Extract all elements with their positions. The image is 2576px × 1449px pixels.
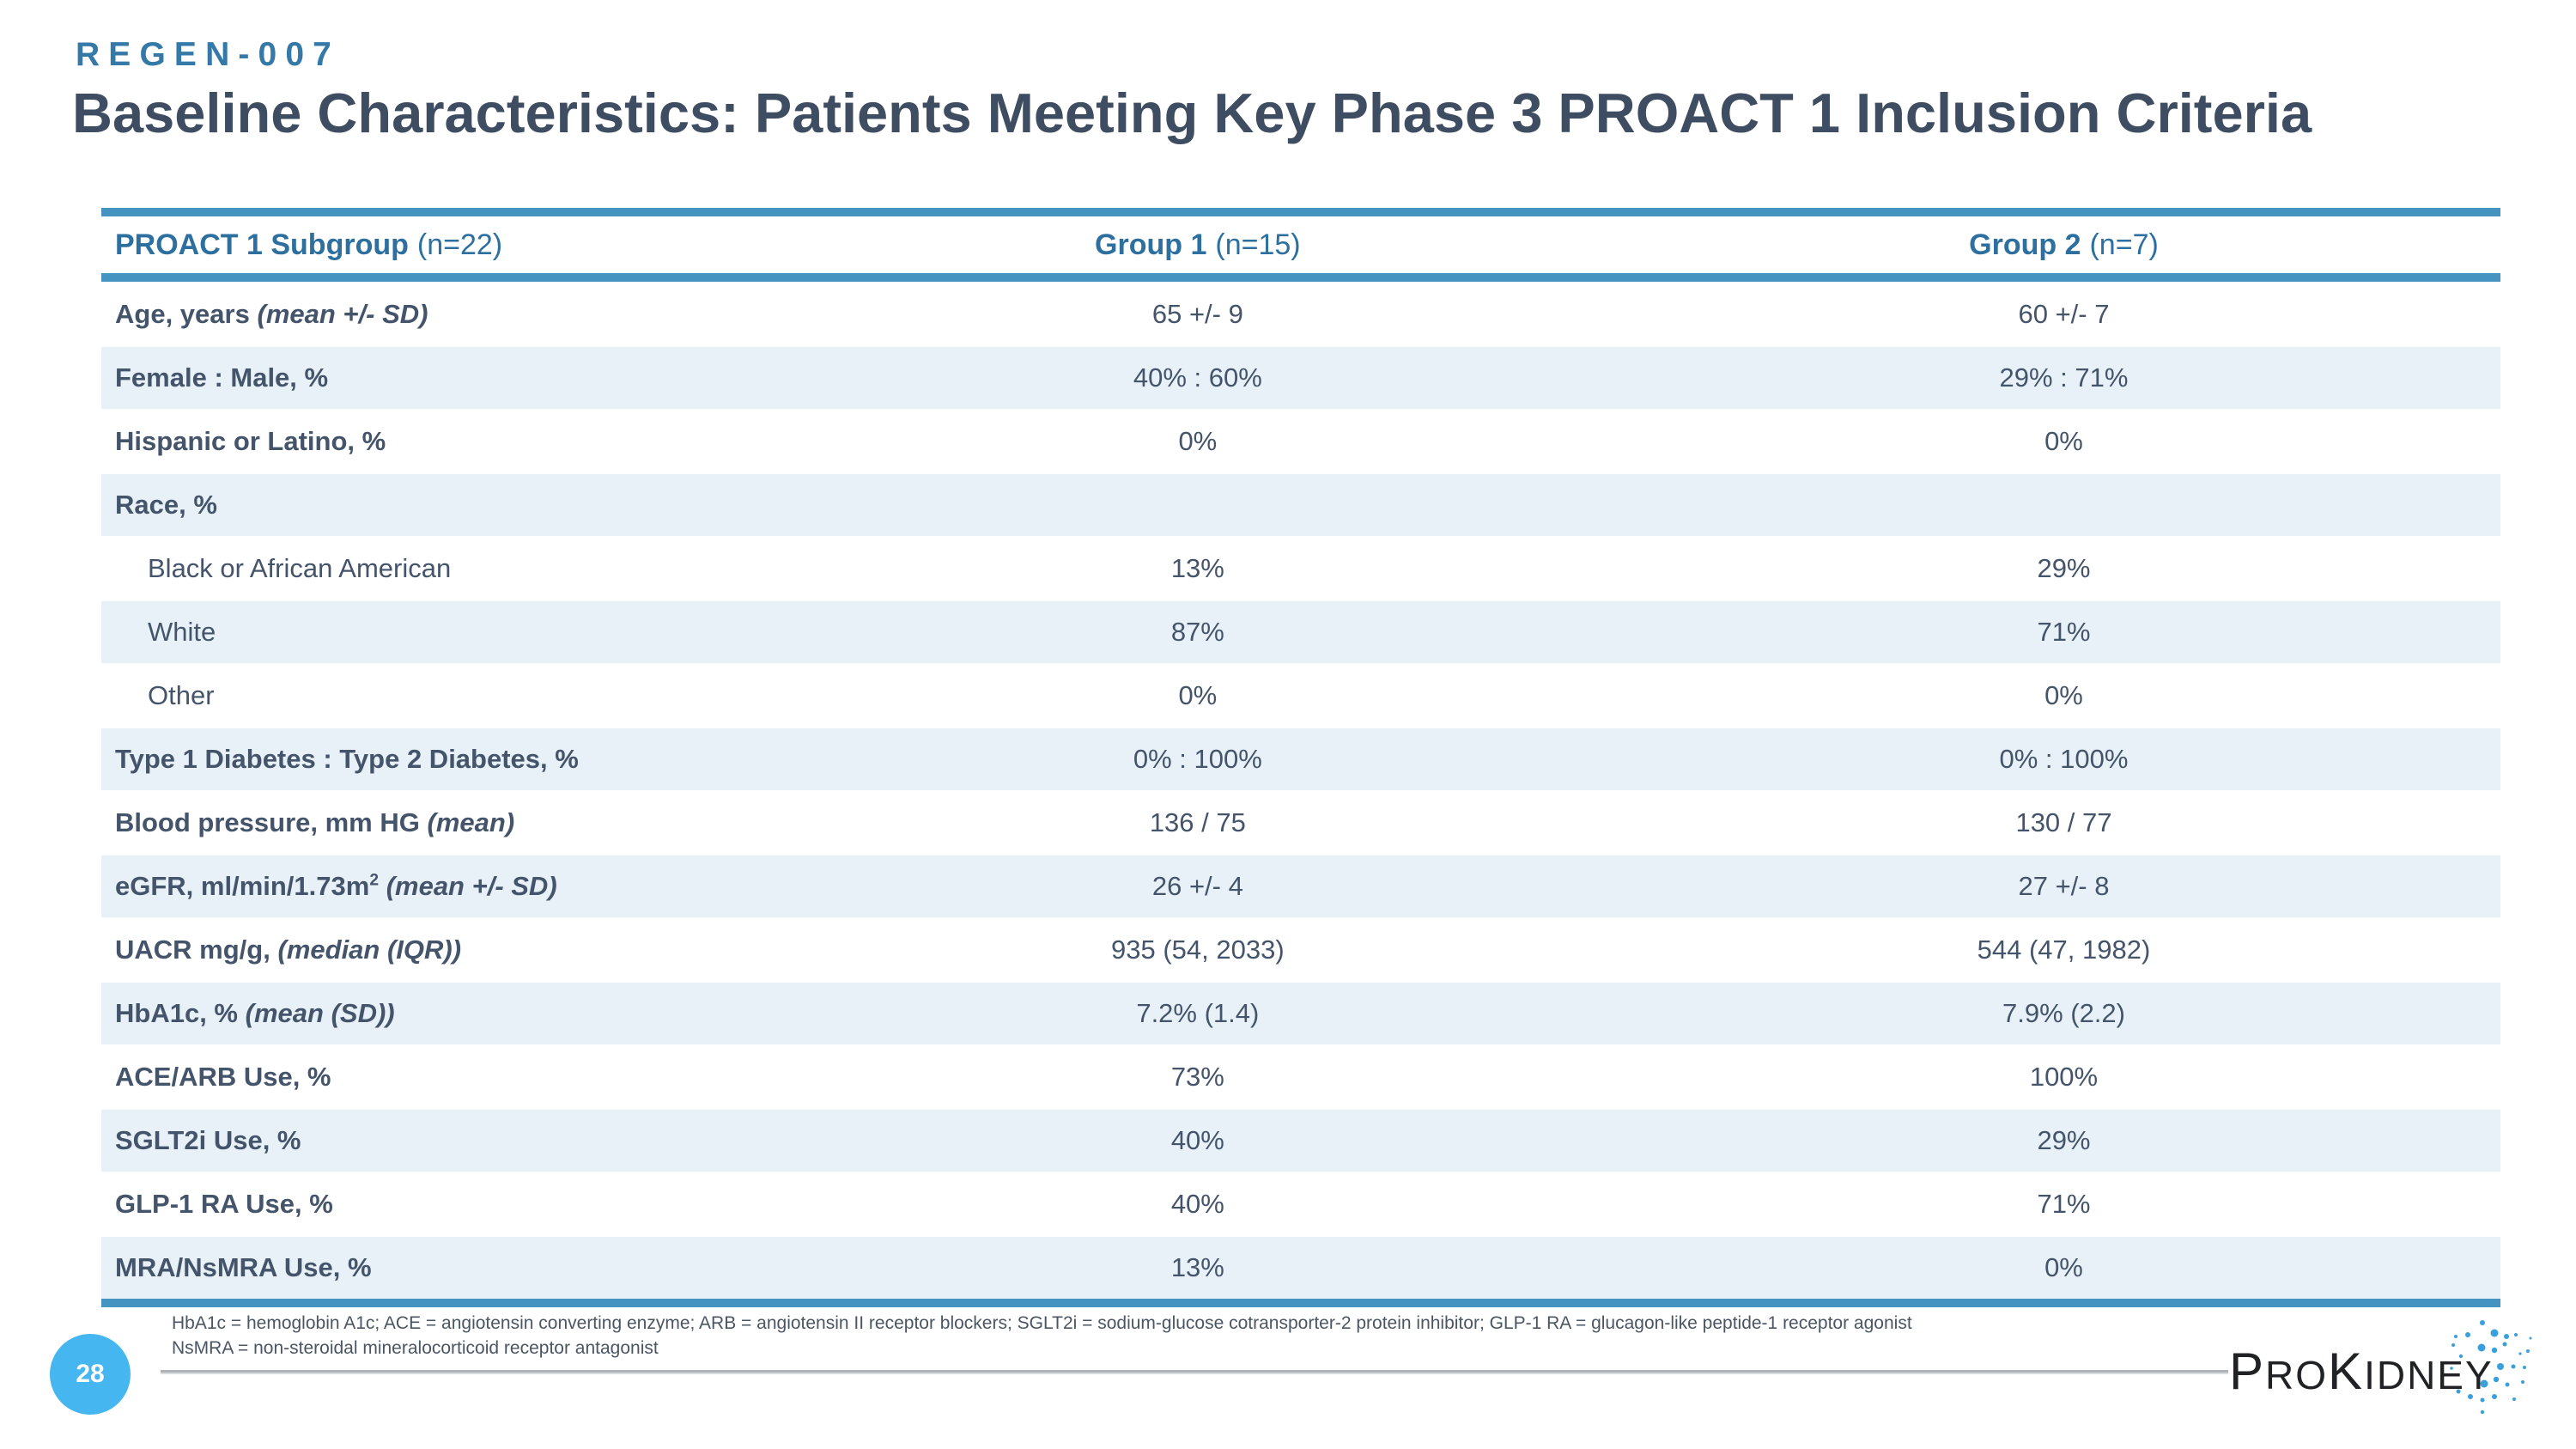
row-label: Type 1 Diabetes : Type 2 Diabetes, %: [115, 744, 579, 774]
footnote-line-1: HbA1c = hemoglobin A1c; ACE = angiotensi…: [172, 1313, 1912, 1333]
group1-value: 73%: [1170, 1062, 1224, 1092]
group1-value: 65 +/- 9: [1151, 299, 1243, 329]
table-row: Other 0% 0%: [101, 663, 2500, 727]
group1-value: 87%: [1170, 617, 1224, 647]
row-label: Age, years (mean +/- SD): [115, 299, 428, 329]
group1-value: 13%: [1170, 553, 1224, 583]
table-row: Age, years (mean +/- SD) 65 +/- 9 60 +/- …: [101, 282, 2500, 345]
row-label: SGLT2i Use, %: [115, 1125, 301, 1155]
table-row: Black or African American 13% 29%: [101, 536, 2500, 600]
group1-value: 40%: [1170, 1125, 1224, 1155]
row-label: Black or African American: [148, 553, 452, 583]
page-title: Baseline Characteristics: Patients Meeti…: [72, 82, 2312, 144]
footnotes: HbA1c = hemoglobin A1c; ACE = angiotensi…: [172, 1311, 1912, 1361]
row-label: Blood pressure, mm HG (mean): [115, 807, 515, 837]
table-row: Blood pressure, mm HG (mean) 136 / 75 130…: [101, 790, 2500, 854]
group2-value: 0%: [2044, 1252, 2083, 1282]
group2-value: 0% : 100%: [1999, 744, 2129, 774]
group1-value: 0%: [1178, 680, 1218, 710]
group1-value: 26 +/- 4: [1151, 871, 1243, 901]
row-label: MRA/NsMRA Use, %: [115, 1252, 372, 1282]
page-number: 28: [76, 1360, 105, 1388]
table-row: Female : Male, % 40% : 60% 29% : 71%: [101, 345, 2500, 409]
group1-value: 40% : 60%: [1133, 362, 1262, 393]
group2-value: 27 +/- 8: [2018, 871, 2110, 901]
table-row: GLP-1 RA Use, % 40% 71%: [101, 1172, 2500, 1235]
group1-value: 7.2% (1.4): [1136, 998, 1260, 1028]
group2-value: 7.9% (2.2): [2002, 998, 2125, 1028]
table-row: HbA1c, % (mean (SD)) 7.2% (1.4) 7.9% (2.2…: [101, 981, 2500, 1044]
table-row: Race, %: [101, 472, 2500, 536]
group2-value: 60 +/- 7: [2018, 299, 2110, 329]
group1-value: 0%: [1178, 426, 1218, 456]
table-row: Hispanic or Latino, % 0% 0%: [101, 409, 2500, 472]
footer-divider: [161, 1370, 2228, 1374]
prokidney-logo-dots-icon: [2450, 1320, 2532, 1415]
group2-value: 71%: [2037, 617, 2091, 647]
baseline-characteristics-table: PROACT 1 Subgroup (n=22) Group 1 (n=15) Gr…: [101, 208, 2500, 1307]
table-row: UACR mg/g, (median (IQR)) 935 (54, 2033) …: [101, 917, 2500, 981]
table-header-row: PROACT 1 Subgroup (n=22) Group 1 (n=15) Gr…: [101, 216, 2500, 282]
group2-value: 544 (47, 1982): [1977, 935, 2151, 965]
table-row: eGFR, ml/min/1.73m2 (mean +/- SD) 26 +/- …: [101, 854, 2500, 917]
group2-value: 0%: [2044, 426, 2083, 456]
group2-value: 29%: [2037, 1125, 2091, 1155]
footnote-line-2: NsMRA = non-steroidal mineralocorticoid …: [172, 1338, 659, 1358]
row-label: Race, %: [115, 490, 217, 520]
group1-value: 136 / 75: [1149, 807, 1246, 837]
group1-value: 935 (54, 2033): [1111, 935, 1285, 965]
group1-value: 13%: [1170, 1252, 1224, 1282]
group2-value: 100%: [2029, 1062, 2099, 1092]
column-header-group1: Group 1 (n=15): [1095, 228, 1301, 261]
group1-value: 0% : 100%: [1133, 744, 1262, 774]
row-label: Other: [148, 680, 215, 710]
prokidney-logo: P RO K IDNEY: [2229, 1342, 2494, 1400]
row-label: UACR mg/g, (median (IQR)): [115, 935, 462, 965]
table-row: ACE/ARB Use, % 73% 100%: [101, 1044, 2500, 1108]
column-header-subgroup: PROACT 1 Subgroup (n=22): [115, 228, 503, 261]
group2-value: 130 / 77: [2015, 807, 2112, 837]
table-row: MRA/NsMRA Use, % 13% 0%: [101, 1235, 2500, 1299]
column-header-group2: Group 2 (n=7): [1969, 228, 2159, 261]
study-code-eyebrow: REGEN-007: [76, 36, 341, 73]
row-label: HbA1c, % (mean (SD)): [115, 998, 395, 1028]
table-row: SGLT2i Use, % 40% 29%: [101, 1108, 2500, 1172]
table-row: White 87% 71%: [101, 600, 2500, 663]
group2-value: 29%: [2037, 553, 2091, 583]
row-label: Female : Male, %: [115, 362, 329, 393]
row-label: White: [148, 617, 216, 647]
group2-value: 0%: [2044, 680, 2083, 710]
row-label: Hispanic or Latino, %: [115, 426, 386, 456]
group1-value: 40%: [1170, 1189, 1224, 1219]
table-row: Type 1 Diabetes : Type 2 Diabetes, % 0% …: [101, 727, 2500, 790]
row-label: ACE/ARB Use, %: [115, 1062, 331, 1092]
page-number-badge: 28: [50, 1334, 131, 1415]
group2-value: 29% : 71%: [1999, 362, 2129, 393]
group2-value: 71%: [2037, 1189, 2091, 1219]
row-label: GLP-1 RA Use, %: [115, 1189, 333, 1219]
row-label: eGFR, ml/min/1.73m2 (mean +/- SD): [115, 871, 557, 901]
